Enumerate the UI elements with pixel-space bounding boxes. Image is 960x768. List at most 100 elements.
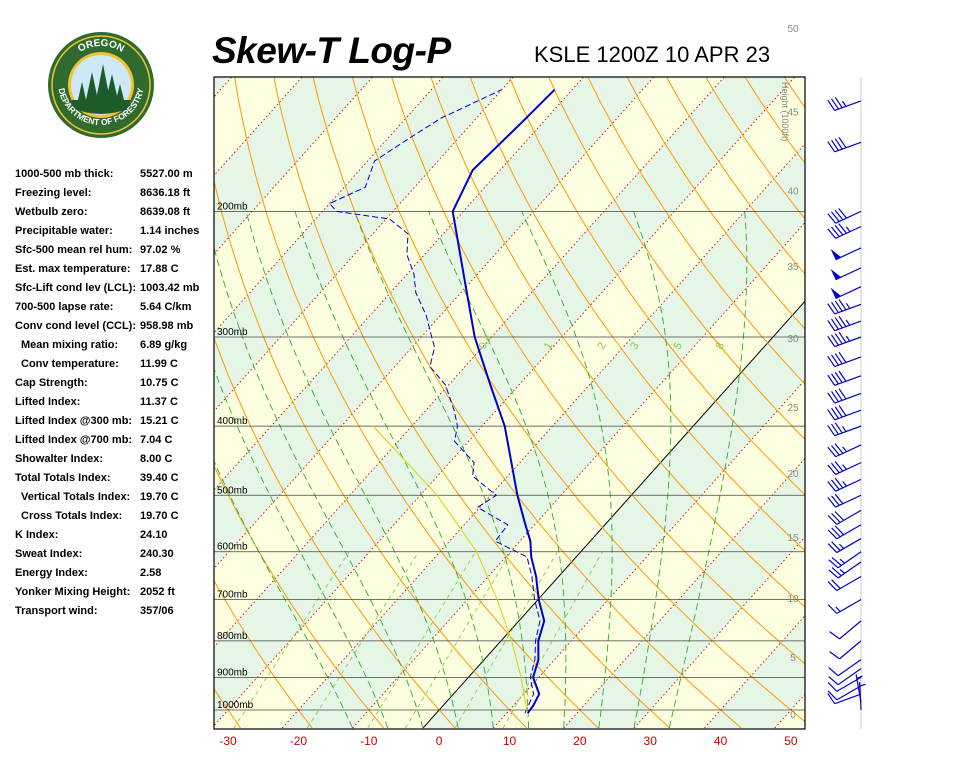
barb-feather — [838, 370, 847, 382]
index-row: Yonker Mixing Height: 2052 ft — [15, 586, 215, 605]
isotherm — [214, 77, 796, 727]
barb-staff — [837, 668, 862, 686]
moist-adiabat — [521, 211, 613, 729]
index-label: Total Totals Index: — [15, 472, 111, 484]
barb-feather — [831, 139, 839, 151]
oregon-department-of-forestry-logo: OREGON DEPARTMENT OF FORESTRY — [46, 30, 156, 140]
index-row: Est. max temperature: 17.88 C — [15, 263, 215, 282]
barb-staff — [835, 210, 862, 224]
dry-adiabat — [548, 77, 805, 440]
sounding-traces — [328, 88, 556, 714]
moist-adiabat — [214, 460, 354, 729]
barb-feather — [830, 495, 840, 506]
index-label: Mean mixing ratio: — [21, 339, 119, 351]
isotherm — [845, 53, 960, 728]
barb-staff — [835, 462, 862, 475]
temperature-tick-label: -20 — [290, 734, 308, 748]
isotherm — [493, 379, 805, 729]
index-value: 8.00 C — [140, 453, 173, 465]
barb-feather — [830, 479, 840, 490]
index-value: 97.02 % — [140, 244, 181, 256]
barb-staff — [834, 375, 862, 386]
moist-adiabat — [294, 211, 494, 729]
barb-staff — [835, 478, 862, 492]
index-row: Lifted Index @300 mb: 15.21 C — [15, 415, 215, 434]
wind-barb — [827, 538, 862, 554]
barb-feather — [834, 300, 843, 312]
barb-feather — [834, 372, 843, 383]
barb-staff — [835, 286, 862, 300]
index-value: 11.37 C — [140, 396, 178, 408]
barb-feather — [827, 303, 836, 315]
mixing-ratio-line — [405, 551, 512, 729]
stability-indices-panel: 1000-500 mb thick: 5527.00 m Freezing leve… — [15, 168, 215, 624]
index-label: Yonker Mixing Height: — [15, 586, 131, 598]
temperature-tick-label: 20 — [573, 734, 587, 748]
temperature-band — [214, 77, 805, 729]
barb-feather — [834, 317, 843, 329]
index-label: Cross Totals Index: — [21, 510, 123, 522]
index-value: 39.40 C — [140, 472, 179, 484]
barb-feather — [828, 667, 839, 677]
barb-staff — [834, 356, 862, 368]
wind-barb — [827, 443, 862, 458]
barb-staff — [839, 620, 862, 640]
barb-half-feather — [842, 480, 847, 487]
wind-barb — [827, 676, 862, 692]
isotherm — [0, 53, 183, 728]
barb-feather — [827, 409, 836, 421]
wind-barb — [827, 493, 862, 508]
barb-half-feather — [838, 543, 845, 549]
mixing-ratio-line — [502, 551, 603, 729]
index-row: Lifted Index: 11.37 C — [15, 396, 215, 415]
mixing-ratio-label: 5 — [672, 340, 685, 351]
height-tick-label: 10 — [787, 594, 799, 605]
dewpoint-trace — [328, 89, 541, 714]
barb-feather — [827, 497, 837, 508]
wind-barb — [827, 422, 862, 437]
temperature-band — [214, 77, 303, 176]
height-tick-label: 30 — [787, 334, 799, 345]
mixing-ratio-label: 1 — [542, 340, 555, 351]
barb-feather — [827, 604, 838, 614]
wind-barb — [827, 351, 862, 368]
dry-adiabat — [214, 336, 456, 729]
pressure-label: 400mb — [217, 416, 248, 427]
height-tick-label: 50 — [787, 24, 799, 35]
barb-feather — [831, 318, 839, 330]
wind-barb — [830, 247, 862, 261]
index-value: 1.14 inches — [140, 225, 200, 237]
mixing-ratio-line — [233, 551, 350, 729]
barb-half-feather — [845, 303, 851, 309]
dry-adiabat — [807, 53, 960, 728]
index-value: 2.58 — [140, 567, 162, 579]
index-label: Transport wind: — [15, 605, 98, 617]
temperature-trace — [451, 88, 556, 714]
barb-feather — [827, 446, 837, 458]
wind-barb — [827, 137, 862, 153]
barb-half-feather — [845, 226, 851, 232]
mixing-ratio-line — [306, 551, 419, 729]
index-label: Lifted Index @700 mb: — [15, 434, 133, 446]
index-row: Showalter Index: 8.00 C — [15, 453, 215, 472]
barb-feather — [834, 333, 843, 345]
barb-feather — [831, 541, 841, 551]
temperature-tick-label: 30 — [644, 734, 658, 748]
temperature-band — [352, 222, 805, 729]
isotherm — [352, 221, 805, 729]
index-row: 1000-500 mb thick: 5527.00 m — [15, 168, 215, 187]
dry-adiabat — [508, 77, 805, 496]
temperature-band — [774, 694, 805, 729]
barb-feather — [838, 137, 847, 149]
index-label: Wetbulb zero: — [15, 206, 88, 218]
barb-feather — [831, 556, 842, 566]
barb-staff — [834, 693, 862, 705]
index-value: 24.10 — [140, 529, 168, 541]
barb-feather — [834, 353, 843, 365]
wind-barb — [830, 286, 862, 300]
barb-feather — [827, 228, 837, 239]
index-row: Conv cond level (CCL): 958.98 mb — [15, 320, 215, 339]
wind-barb — [829, 640, 862, 660]
index-label: Showalter Index: — [15, 453, 104, 465]
